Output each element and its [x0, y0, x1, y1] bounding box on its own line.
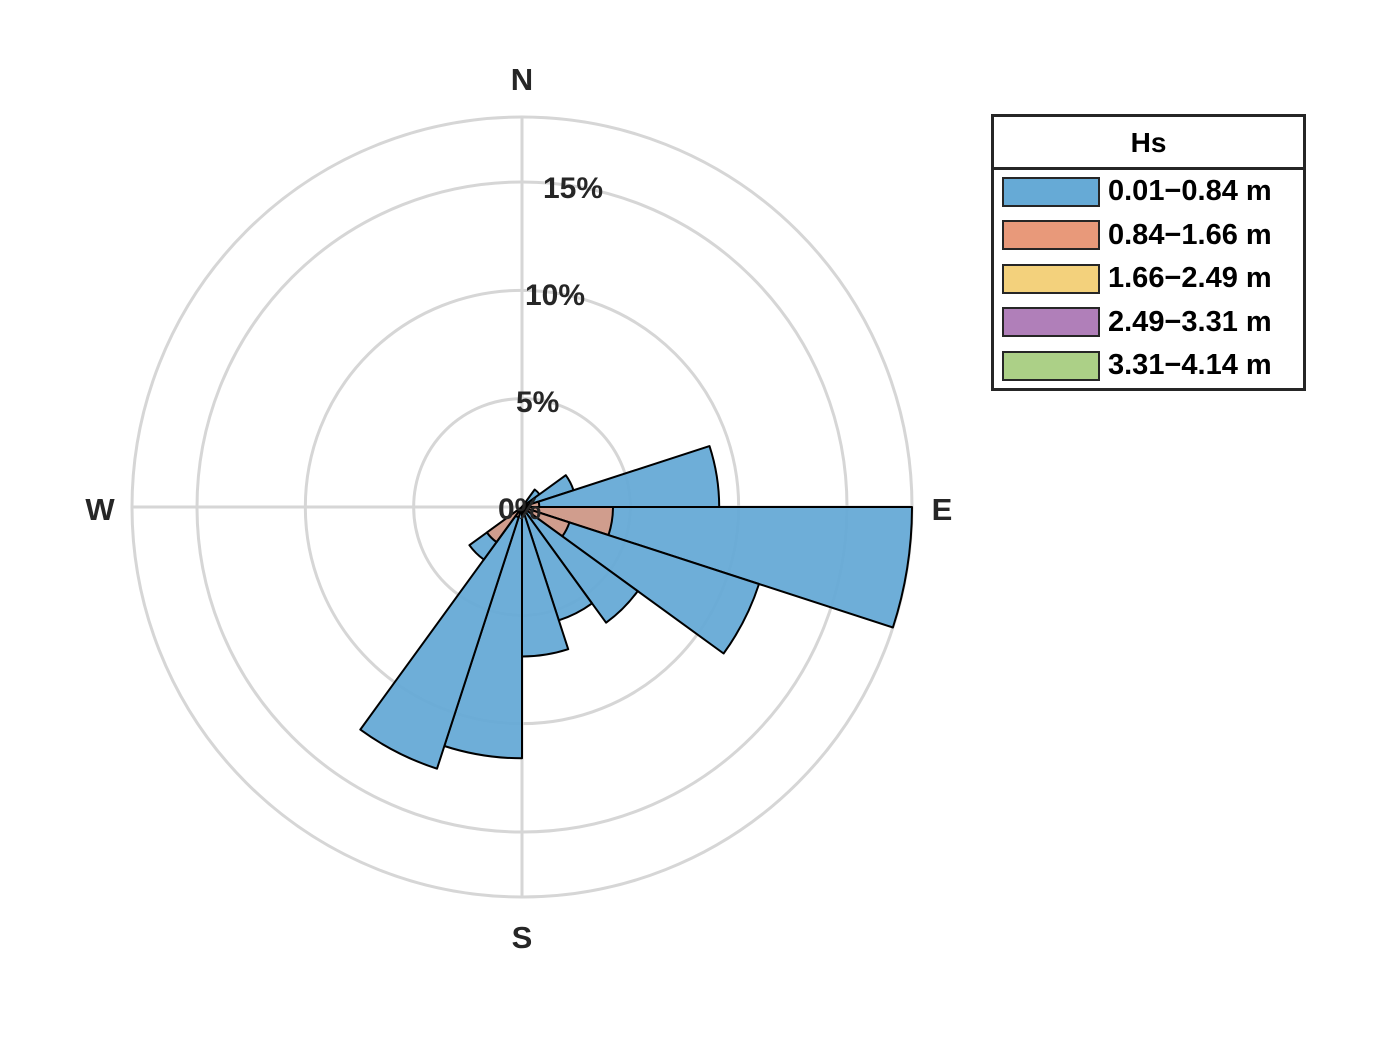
wind-rose-bar [521, 445, 721, 508]
legend-label: 3.31−4.14 m [1108, 349, 1272, 382]
direction-label-e: E [932, 492, 953, 527]
legend-swatch [1002, 350, 1100, 381]
legend-item: 0.01−0.84 m [994, 170, 1303, 214]
direction-label-n: N [511, 62, 533, 97]
radial-tick-label: 15% [543, 172, 603, 205]
wind-rose-bar [359, 506, 523, 770]
legend-label: 1.66−2.49 m [1108, 262, 1272, 295]
radial-tick-label: 0% [498, 493, 541, 526]
legend-swatch [1002, 263, 1100, 294]
wind-rose-bar [521, 506, 913, 629]
axis-labels: N E S W 0% 5% 10% 15% [85, 62, 952, 955]
legend-label: 2.49−3.31 m [1108, 305, 1272, 338]
legend-label: 0.01−0.84 m [1108, 175, 1272, 208]
legend-item: 1.66−2.49 m [994, 257, 1303, 301]
wind-rose-bar [521, 506, 639, 624]
direction-label-w: W [85, 492, 115, 527]
legend: Hs 0.01−0.84 m 0.84−1.66 m 1.66−2.49 m 2… [991, 114, 1306, 391]
radial-tick-label: 10% [525, 279, 585, 312]
legend-label: 0.84−1.66 m [1108, 218, 1272, 251]
legend-swatch [1002, 220, 1100, 251]
direction-label-s: S [512, 920, 533, 955]
wind-rose-bars [359, 445, 913, 770]
legend-swatch [1002, 176, 1100, 207]
radial-tick-label: 5% [516, 386, 559, 419]
wind-rose-bar [485, 506, 523, 544]
legend-swatch [1002, 307, 1100, 338]
legend-title: Hs [994, 117, 1303, 170]
legend-item: 0.84−1.66 m [994, 214, 1303, 258]
wind-rose-bar [521, 506, 760, 655]
legend-item: 2.49−3.31 m [994, 301, 1303, 345]
legend-item: 3.31−4.14 m [994, 344, 1303, 388]
